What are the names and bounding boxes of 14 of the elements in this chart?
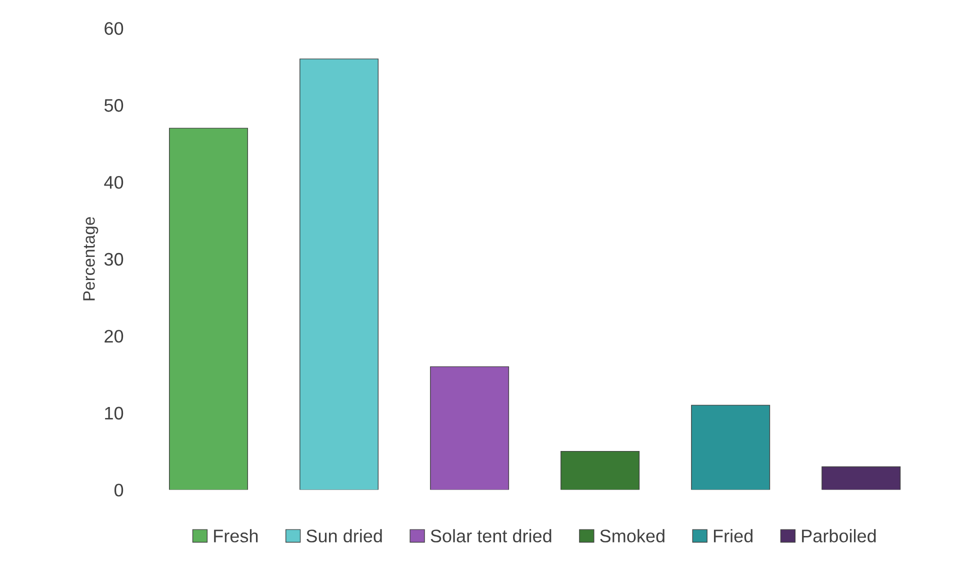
- y-tick-label: 0: [114, 484, 124, 497]
- legend-label: Fresh: [214, 529, 258, 542]
- y-tick-label: 50: [104, 99, 124, 112]
- legend-label: Sun dried: [306, 529, 382, 542]
- y-tick-label: 60: [104, 22, 124, 35]
- y-tick-label: 20: [104, 330, 124, 343]
- legend-label: Solar tent dried: [430, 529, 552, 542]
- y-tick-label: 40: [104, 176, 124, 189]
- y-tick-label: 10: [105, 406, 124, 420]
- legend-label: Parboiled: [802, 529, 876, 542]
- y-tick-label: 30: [104, 252, 124, 266]
- legend-label: Fried: [714, 529, 752, 542]
- y-axis-title: Percentage: [83, 217, 98, 300]
- legend-label: Smoked: [600, 529, 664, 542]
